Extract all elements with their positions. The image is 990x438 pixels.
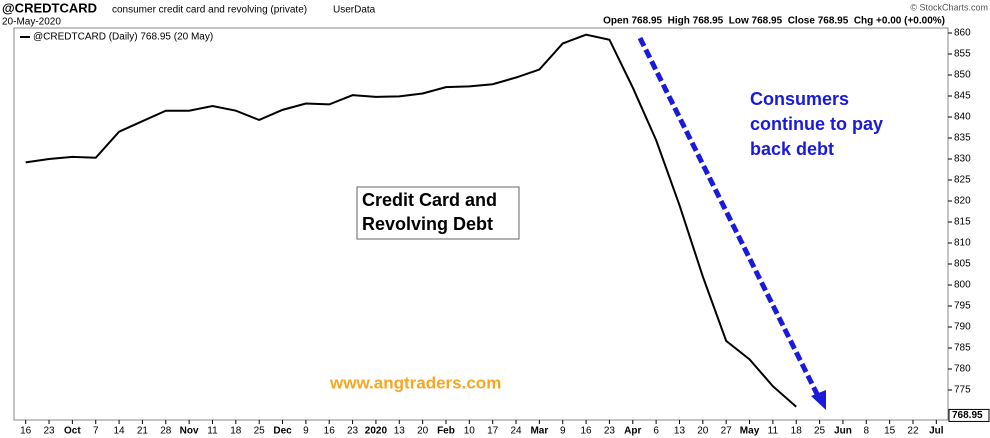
x-tick-label: 14: [114, 426, 126, 437]
x-tick-label: 24: [510, 426, 522, 437]
y-tick-label: 790: [954, 322, 971, 333]
x-tick-label: 16: [20, 426, 32, 437]
legend-label: @CREDTCARD (Daily) 768.95 (20 May): [33, 32, 213, 43]
annotation-box-line: Revolving Debt: [362, 214, 493, 234]
x-tick-label: 11: [207, 426, 218, 437]
y-tick-label: 850: [954, 70, 971, 81]
x-tick-label: Jul: [929, 426, 944, 437]
x-tick-label: 10: [464, 426, 476, 437]
last-value-box: [948, 408, 990, 422]
chart-title: @CREDTCARD: [2, 0, 97, 15]
annotation-note-line: back debt: [750, 139, 834, 159]
y-tick-label: 840: [954, 112, 971, 123]
last-value-label: 768.95: [952, 410, 983, 421]
x-tick-label: Mar: [530, 426, 548, 437]
x-tick-label: 20: [697, 426, 709, 437]
website: www.angtraders.com: [329, 373, 501, 392]
y-tick-label: 805: [954, 259, 971, 270]
x-tick-label: Dec: [273, 426, 292, 437]
y-tick-label: 795: [954, 301, 971, 312]
x-tick-label: 23: [347, 426, 359, 437]
x-tick-label: 2020: [365, 426, 388, 437]
chart-subtitle: consumer credit card and revolving (priv…: [112, 5, 307, 16]
y-tick-label: 845: [954, 91, 971, 102]
annotation-box: [356, 186, 520, 240]
x-tick-label: May: [740, 426, 760, 437]
y-tick-label: 830: [954, 154, 971, 165]
x-tick-label: 20: [417, 426, 429, 437]
x-tick-label: 13: [674, 426, 686, 437]
y-tick-label: 775: [954, 385, 971, 396]
arrow-head: [811, 390, 826, 410]
series-line: [25, 33, 797, 408]
copyright: © StockCharts.com: [910, 2, 988, 12]
x-tick-label: 28: [160, 426, 172, 437]
annotation-note-line: continue to pay: [750, 114, 883, 134]
y-tick-label: 855: [954, 49, 971, 60]
x-tick-label: 13: [394, 426, 406, 437]
y-tick-label: 810: [954, 238, 971, 249]
trend-arrow: [637, 36, 821, 398]
x-tick-label: Apr: [624, 426, 641, 437]
x-tick-label: Oct: [64, 426, 81, 437]
annotation-note-line: Consumers: [750, 89, 849, 109]
x-tick-label: Jun: [834, 426, 852, 437]
x-tick-label: 16: [324, 426, 336, 437]
x-tick-label: 23: [604, 426, 616, 437]
y-tick-label: 860: [954, 28, 971, 39]
x-tick-label: 18: [791, 426, 803, 437]
x-tick-label: 6: [653, 426, 659, 437]
x-tick-label: 25: [254, 426, 266, 437]
ohlc: Open 768.95 High 768.95 Low 768.95 Close…: [603, 16, 945, 27]
x-tick-label: 8: [863, 426, 869, 437]
x-tick-label: 16: [581, 426, 593, 437]
plot-frame: [13, 27, 949, 421]
y-tick-label: 815: [954, 217, 971, 228]
x-tick-label: 9: [303, 426, 309, 437]
date: 20-May-2020: [2, 17, 61, 28]
source-tag: UserData: [333, 5, 376, 16]
x-tick-label: 22: [907, 426, 919, 437]
x-tick-label: Nov: [180, 426, 199, 437]
x-tick-label: 11: [768, 426, 779, 437]
y-tick-label: 780: [954, 364, 971, 375]
y-tick-label: 825: [954, 175, 971, 186]
x-tick-label: Feb: [437, 426, 455, 437]
x-tick-label: 27: [721, 426, 733, 437]
x-tick-label: 18: [230, 426, 242, 437]
x-tick-label: 25: [814, 426, 826, 437]
x-tick-label: 9: [560, 426, 566, 437]
y-tick-label: 785: [954, 343, 971, 354]
x-tick-label: 15: [884, 426, 896, 437]
annotation-box-line: Credit Card and: [362, 190, 497, 210]
x-tick-label: 21: [137, 426, 149, 437]
y-tick-label: 835: [954, 133, 971, 144]
y-tick-label: 820: [954, 196, 971, 207]
x-tick-label: 17: [487, 426, 499, 437]
y-tick-label: 800: [954, 280, 971, 291]
x-tick-label: 23: [43, 426, 55, 437]
x-tick-label: 7: [93, 426, 99, 437]
